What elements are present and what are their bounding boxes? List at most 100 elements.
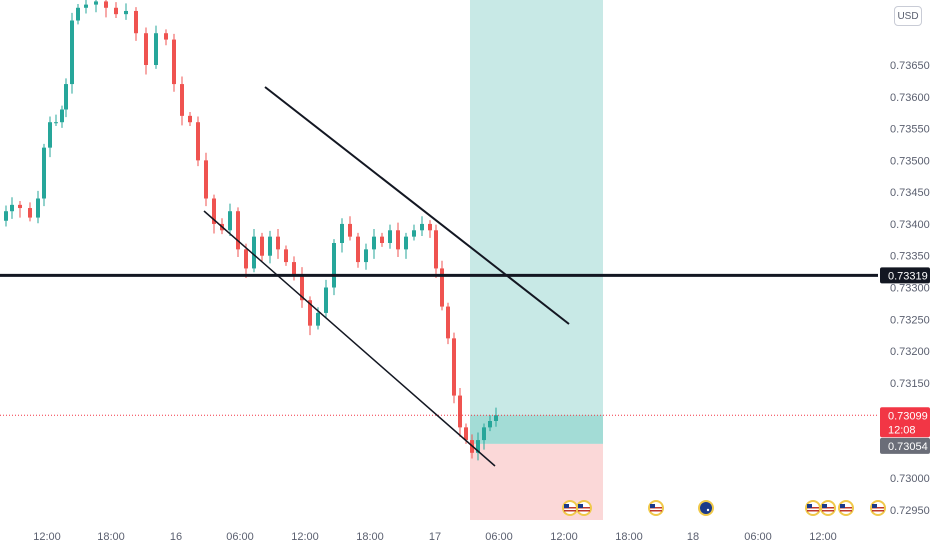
candle-up (340, 218, 344, 253)
candle-down (300, 267, 304, 308)
candle-down (18, 201, 22, 218)
candle-down (440, 260, 444, 311)
us-flag-icon[interactable] (838, 500, 854, 516)
candle-down (134, 7, 138, 41)
candle-up (36, 190, 40, 224)
y-tick-label: 0.73250 (890, 314, 930, 326)
candle-up (476, 432, 480, 461)
candle-up (372, 229, 376, 259)
candle-up (332, 239, 336, 296)
candle-down (260, 232, 264, 262)
candle-down (144, 27, 148, 75)
upper-channel-trendline[interactable] (264, 86, 570, 325)
candle-up (76, 3, 80, 25)
australia-flag-icon[interactable] (698, 500, 714, 516)
us-flag-icon[interactable] (820, 500, 836, 516)
y-tick-label: 0.73350 (890, 251, 930, 263)
candle-down (164, 29, 168, 46)
candle-up (268, 230, 272, 264)
y-tick-label: 0.73650 (890, 60, 930, 72)
candle-down (428, 220, 432, 238)
currency-badge[interactable]: USD (894, 6, 922, 26)
us-flag-icon[interactable] (562, 500, 578, 516)
us-flag-icon[interactable] (805, 500, 821, 516)
candle-up (60, 105, 64, 128)
x-tick-label: 17 (429, 531, 441, 543)
x-tick-label: 18:00 (356, 531, 384, 543)
lower-channel-trendline[interactable] (203, 210, 496, 467)
y-tick-label: 0.72950 (890, 505, 930, 517)
drawings (0, 86, 878, 467)
current-price-label: 0.73099 12:08 (880, 407, 930, 438)
entry-price-label: 0.73054 (880, 437, 930, 454)
candle-down (212, 194, 216, 234)
candle-down (348, 216, 352, 241)
entry-zone[interactable] (470, 415, 603, 444)
candle-down (244, 243, 248, 278)
x-tick-label: 12:00 (550, 531, 578, 543)
candle-up (54, 114, 58, 127)
candle-down (104, 0, 108, 18)
candles (4, 0, 498, 461)
candle-up (412, 224, 416, 241)
y-tick-label: 0.73300 (890, 283, 930, 295)
position-zones (470, 0, 603, 520)
candle-up (488, 415, 492, 432)
candle-up (482, 423, 486, 450)
y-tick-label: 0.73000 (890, 473, 930, 485)
y-tick-label: 0.73450 (890, 187, 930, 199)
x-tick-label: 12:00 (291, 531, 319, 543)
candle-down (204, 152, 208, 207)
candle-down (236, 207, 240, 257)
price-axis[interactable]: 0.73650 0.73600 0.73550 0.73500 0.73450 0.734… (890, 60, 930, 517)
candle-up (154, 25, 158, 69)
x-tick-label: 12:00 (33, 531, 61, 543)
svg-text:0.73054: 0.73054 (888, 441, 928, 453)
candle-down (308, 296, 312, 336)
candle-down (396, 222, 400, 257)
us-flag-icon[interactable] (870, 500, 886, 516)
candle-down (356, 232, 360, 268)
candle-up (324, 279, 328, 319)
x-tick-label: 18:00 (97, 531, 125, 543)
candle-down (28, 202, 32, 222)
y-tick-label: 0.73500 (890, 155, 930, 167)
candle-down (446, 302, 450, 345)
x-tick-label: 06:00 (226, 531, 254, 543)
candle-down (114, 2, 118, 18)
candle-down (188, 112, 192, 127)
time-axis[interactable]: 12:00 18:00 16 06:00 12:00 18:00 17 06:00 12:00 1… (33, 531, 837, 543)
candle-up (48, 116, 52, 158)
candle-up (84, 0, 88, 14)
target-zone[interactable] (470, 0, 603, 444)
candle-up (42, 143, 46, 207)
us-flag-icon[interactable] (576, 500, 592, 516)
candle-down (196, 116, 200, 167)
candle-up (70, 12, 74, 94)
y-tick-label: 0.73400 (890, 219, 930, 231)
candle-up (4, 205, 8, 227)
candle-down (172, 33, 176, 92)
y-tick-label: 0.73550 (890, 124, 930, 136)
x-tick-label: 12:00 (809, 531, 837, 543)
us-flag-icon[interactable] (648, 500, 664, 516)
x-tick-label: 16 (170, 531, 182, 543)
candle-up (364, 243, 368, 270)
y-tick-label: 0.73600 (890, 92, 930, 104)
candle-up (94, 0, 98, 13)
candle-up (494, 407, 498, 427)
candle-up (64, 78, 68, 118)
candle-up (420, 216, 424, 237)
x-tick-label: 18:00 (615, 531, 643, 543)
x-tick-label: 06:00 (485, 531, 513, 543)
y-tick-label: 0.73150 (890, 378, 930, 390)
economic-events (562, 500, 886, 516)
candle-up (388, 224, 392, 249)
candle-up (252, 229, 256, 273)
candle-down (380, 232, 384, 247)
level-price-label: 0.73319 (880, 267, 930, 284)
candle-down (284, 245, 288, 266)
candle-up (404, 232, 408, 259)
